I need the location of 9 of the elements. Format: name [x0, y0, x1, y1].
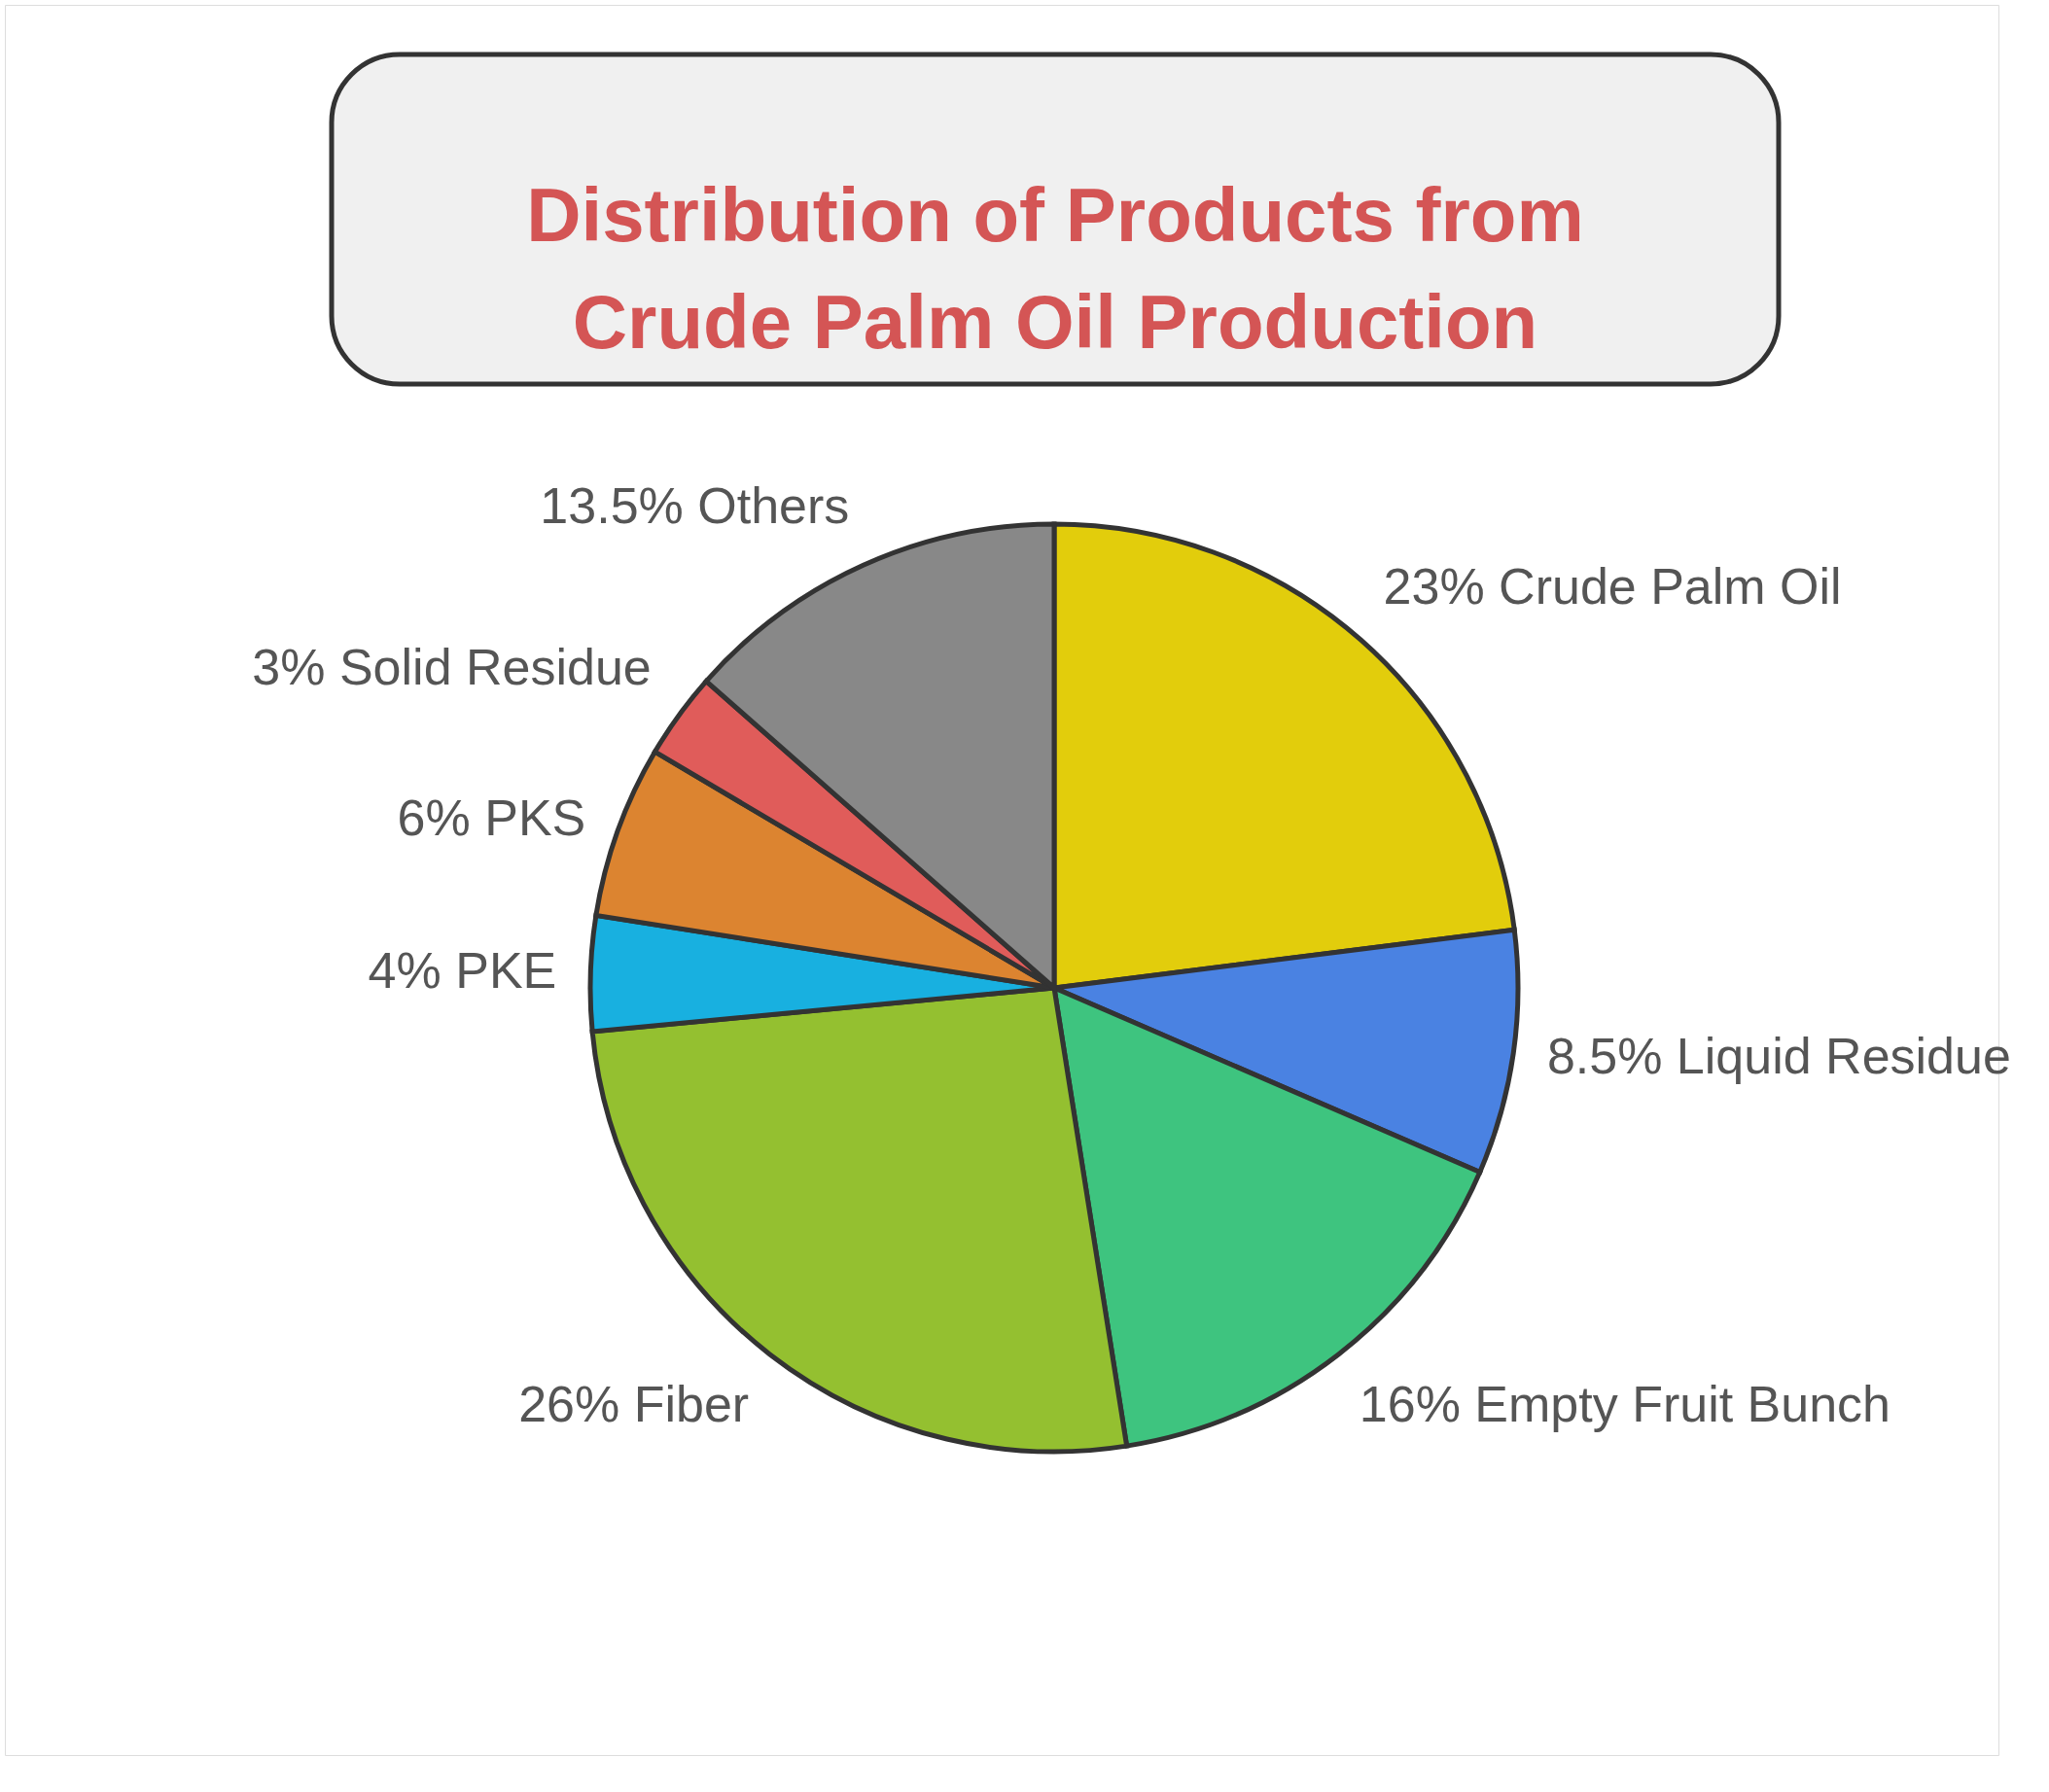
- slice-label: 13.5% Others: [540, 477, 850, 535]
- slice-label: 3% Solid Residue: [252, 639, 652, 696]
- chart-title: Distribution of Products from Crude Palm Oil Production: [526, 172, 1584, 365]
- slice-label: 26% Fiber: [518, 1375, 750, 1432]
- slice-label: 8.5% Liquid Residue: [1546, 1028, 2011, 1085]
- slice-label: 6% PKS: [397, 789, 586, 846]
- slice-label: 16% Empty Fruit Bunch: [1359, 1375, 1891, 1432]
- slice-label: 23% Crude Palm Oil: [1383, 557, 1842, 615]
- slice-label: 4% PKE: [368, 941, 557, 999]
